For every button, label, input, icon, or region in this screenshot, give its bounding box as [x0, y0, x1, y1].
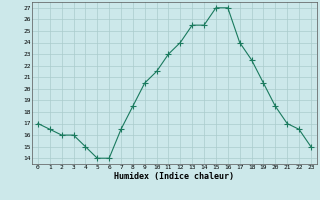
X-axis label: Humidex (Indice chaleur): Humidex (Indice chaleur) [115, 172, 234, 181]
